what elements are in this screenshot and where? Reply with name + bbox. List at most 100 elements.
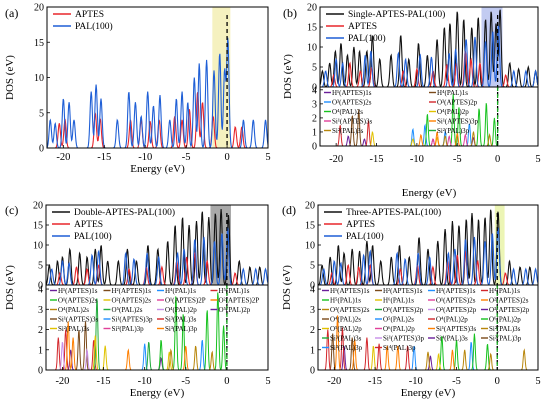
y-tick-label: 2 bbox=[312, 113, 317, 124]
pdos-legend-label: Si¹(APTES)3s bbox=[332, 118, 372, 126]
pdos-legend-label: O⁵(PAL)2p bbox=[330, 325, 362, 333]
pdos-legend-label: O⁵(PAL)2p bbox=[219, 306, 251, 314]
y-tick-label: 10 bbox=[34, 73, 44, 84]
y-tick-label: 3 bbox=[38, 305, 43, 316]
series-line-single-aptes-pal-100- bbox=[320, 9, 538, 87]
y-axis-label: DOS (eV) bbox=[4, 55, 16, 100]
y-axis-label: DOS (eV) bbox=[281, 265, 293, 310]
x-tick-label: -5 bbox=[182, 152, 191, 163]
pdos-line bbox=[318, 333, 538, 370]
pdos-legend-label: O⁵(PAL)2s bbox=[383, 316, 414, 324]
legend-label: PAL(100) bbox=[346, 231, 384, 242]
x-tick-label: 0 bbox=[495, 376, 500, 387]
series-line-double-aptes-pal-100- bbox=[46, 208, 268, 285]
pdos-legend-label: O⁴(PAL)2s bbox=[330, 316, 361, 324]
pdos-legend-label: O³(APTES)2s bbox=[332, 99, 372, 107]
pdos-line bbox=[46, 321, 268, 370]
pdos-legend-label: O³(APTES)2p bbox=[489, 306, 530, 314]
panel-label: (c) bbox=[5, 203, 18, 217]
pdos-legend-label: O²(APTES)2s bbox=[489, 297, 529, 305]
y-tick-label: 20 bbox=[305, 201, 315, 212]
panel-d: 0 5 10 15 20 0 1 2 3 4 -20 -15 -10 -5 0 5 Energy (eV) DOS… bbox=[281, 201, 541, 400]
y-tick-label: 5 bbox=[39, 108, 44, 119]
pdos-legend-label: Si¹(APTES)3p bbox=[437, 118, 478, 126]
legend-label: Three-APTES-PAL(100) bbox=[346, 207, 441, 218]
series-line-pal-100- bbox=[47, 37, 268, 148]
y-tick-label: 0 bbox=[312, 83, 317, 94]
pdos-legend-label: H¹(APTES)1s bbox=[330, 287, 370, 295]
x-tick-label: -10 bbox=[409, 376, 423, 387]
pdos-legend-label: O²(APTES)2s bbox=[112, 297, 152, 305]
pdos-legend-label: Si⁴(PAL)3p bbox=[383, 344, 416, 352]
y-tick-label: 3 bbox=[312, 99, 317, 110]
x-tick-label: -10 bbox=[138, 376, 152, 387]
y-tick-label: 0 bbox=[312, 142, 317, 153]
y-tick-label: 10 bbox=[33, 241, 43, 252]
pdos-legend-label: Si³(PAL)3s bbox=[330, 335, 362, 343]
pdos-legend-label: Si¹(APTES)3p bbox=[112, 316, 153, 324]
x-tick-label: -15 bbox=[368, 376, 382, 387]
panel-b: 0 5 10 15 20 0 1 2 3 4 -20 -15 -10 -5 0 5 Energy (eV) DOS… bbox=[282, 3, 541, 200]
pdos-legend-label: O³(APTES)2s bbox=[330, 306, 370, 314]
x-axis-label: Energy (eV) bbox=[130, 387, 185, 399]
x-tick-label: 5 bbox=[265, 152, 270, 163]
y-tick-label: 5 bbox=[38, 261, 43, 272]
x-tick-label: -5 bbox=[452, 376, 461, 387]
pdos-legend-label: Si²(PAL)3s bbox=[332, 127, 364, 135]
series-line-pal-100- bbox=[318, 227, 538, 285]
y-tick-label: 15 bbox=[33, 221, 43, 232]
pdos-legend-label: O⁴(PAL)2p bbox=[436, 316, 468, 324]
y-tick-label: 0 bbox=[38, 366, 43, 377]
y-axis-label: DOS (eV) bbox=[4, 265, 16, 310]
legend-label: APTES bbox=[75, 10, 104, 20]
y-tick-label: 20 bbox=[33, 201, 43, 212]
y-tick-label: 2 bbox=[38, 325, 43, 336]
pdos-legend-label: Si³(PAL)3p bbox=[330, 344, 363, 352]
y-tick-label: 15 bbox=[34, 38, 44, 49]
x-tick-label: 5 bbox=[535, 154, 540, 165]
pdos-legend-label: H⁵(PAL)1s bbox=[219, 287, 250, 295]
highlight-band bbox=[212, 7, 231, 148]
y-tick-label: 1 bbox=[310, 345, 315, 356]
pdos-legend-label: O⁵(PAL)2s bbox=[112, 306, 143, 314]
y-tick-label: 1 bbox=[312, 127, 317, 138]
pdos-legend-label: O⁴(PAL)2p bbox=[165, 306, 197, 314]
x-tick-label: -20 bbox=[327, 376, 341, 387]
series-line-pal-100- bbox=[46, 227, 268, 285]
pdos-legend-label: H²(APTES)1s bbox=[112, 287, 152, 295]
plot-frame bbox=[46, 6, 269, 149]
x-tick-label: -15 bbox=[370, 154, 384, 165]
y-tick-label: 20 bbox=[307, 3, 317, 14]
pdos-legend-label: Si³(PAL)3s bbox=[165, 316, 197, 324]
pdos-line bbox=[318, 348, 538, 370]
legend-label: APTES bbox=[348, 22, 377, 32]
pdos-legend-label: O²(APTES)2p bbox=[436, 306, 477, 314]
pdos-legend-label: Si²(PAL)3s bbox=[58, 325, 90, 333]
pdos-legend-label: H¹(APTES)1s bbox=[58, 287, 98, 295]
y-tick-label: 3 bbox=[310, 305, 315, 316]
y-tick-label: 0 bbox=[310, 366, 315, 377]
pdos-legend-label: H⁴(PAL)1s bbox=[437, 89, 468, 97]
y-tick-label: 4 bbox=[312, 85, 317, 96]
x-tick-label: 0 bbox=[224, 152, 229, 163]
x-tick-label: -5 bbox=[181, 376, 190, 387]
x-axis-label: Energy (eV) bbox=[401, 387, 456, 399]
pdos-legend-label: Si³(PAL)3p bbox=[165, 325, 198, 333]
y-tick-label: 0 bbox=[39, 144, 44, 155]
pdos-legend-label: O⁴(PAL)2s bbox=[332, 108, 363, 116]
x-tick-label: -20 bbox=[55, 376, 69, 387]
legend-label: Single-APTES-PAL(100) bbox=[348, 9, 445, 20]
y-tick-label: 20 bbox=[34, 3, 44, 14]
pdos-legend-label: Si¹(APTES)3s bbox=[436, 325, 476, 333]
x-tick-label: 5 bbox=[535, 376, 540, 387]
pdos-legend-label: H³(APTES)1s bbox=[436, 287, 476, 295]
y-tick-label: 10 bbox=[305, 241, 315, 252]
y-tick-label: 4 bbox=[310, 285, 315, 296]
x-tick-label: -20 bbox=[56, 152, 70, 163]
pdos-legend-label: O¹(APTES)2P bbox=[165, 297, 206, 305]
legend-label: Double-APTES-PAL(100) bbox=[74, 207, 175, 218]
x-tick-label: -20 bbox=[329, 154, 343, 165]
pdos-legend-label: O⁶(PAL)2p bbox=[489, 316, 521, 324]
pdos-legend-label: Si²(PAL)3p bbox=[112, 325, 145, 333]
panel-label: (d) bbox=[282, 203, 296, 217]
